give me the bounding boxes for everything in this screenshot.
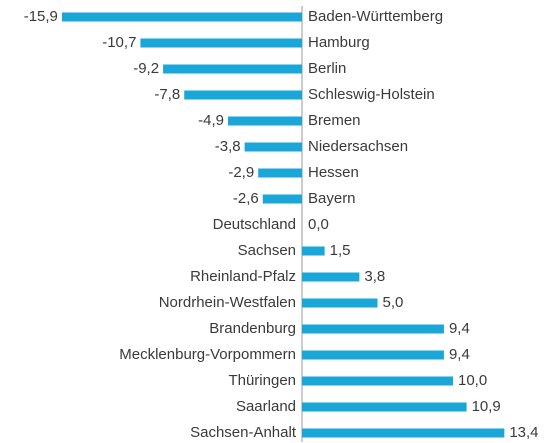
bar <box>140 38 302 48</box>
bar <box>244 142 302 152</box>
category-label: Brandenburg <box>209 320 296 337</box>
category-label: Berlin <box>308 60 346 77</box>
category-label: Rheinland-Pfalz <box>190 268 296 285</box>
value-label: -3,8 <box>215 138 241 155</box>
category-label: Saarland <box>236 398 296 415</box>
value-label: -2,9 <box>228 164 254 181</box>
category-label: Niedersachsen <box>308 138 408 155</box>
value-label: 10,9 <box>472 398 501 415</box>
category-label: Schleswig-Holstein <box>308 86 435 103</box>
bar <box>302 324 444 334</box>
category-label: Bayern <box>308 190 356 207</box>
value-label: -7,8 <box>154 86 180 103</box>
bar <box>302 246 325 256</box>
category-label: Hamburg <box>308 34 370 51</box>
value-label: 1,5 <box>330 242 351 259</box>
value-label: -9,2 <box>133 60 159 77</box>
value-label: 0,0 <box>308 216 329 233</box>
bar <box>258 168 302 178</box>
bar <box>61 12 302 22</box>
bar <box>262 194 302 204</box>
bar <box>302 428 505 438</box>
category-label: Nordrhein-Westfalen <box>159 294 296 311</box>
bar <box>228 116 302 126</box>
value-label: 3,8 <box>364 268 385 285</box>
category-label: Hessen <box>308 164 359 181</box>
value-label: 9,4 <box>449 320 470 337</box>
category-label: Bremen <box>308 112 361 129</box>
category-label: Sachsen <box>238 242 296 259</box>
category-label: Thüringen <box>228 372 296 389</box>
bar <box>184 90 302 100</box>
bar <box>302 350 444 360</box>
value-label: 5,0 <box>383 294 404 311</box>
category-label: Mecklenburg-Vorpommern <box>119 346 296 363</box>
bar <box>302 376 453 386</box>
value-label: 13,4 <box>509 424 538 441</box>
value-label: -15,9 <box>24 8 58 25</box>
value-label: 9,4 <box>449 346 470 363</box>
value-label: -4,9 <box>198 112 224 129</box>
value-label: -10,7 <box>102 34 136 51</box>
value-label: 10,0 <box>458 372 487 389</box>
bar <box>163 64 302 74</box>
category-label: Baden-Württemberg <box>308 8 443 25</box>
category-label: Deutschland <box>213 216 296 233</box>
bar <box>302 298 378 308</box>
category-label: Sachsen-Anhalt <box>190 424 297 441</box>
bar <box>302 272 360 282</box>
bar <box>302 402 467 412</box>
value-label: -2,6 <box>233 190 259 207</box>
